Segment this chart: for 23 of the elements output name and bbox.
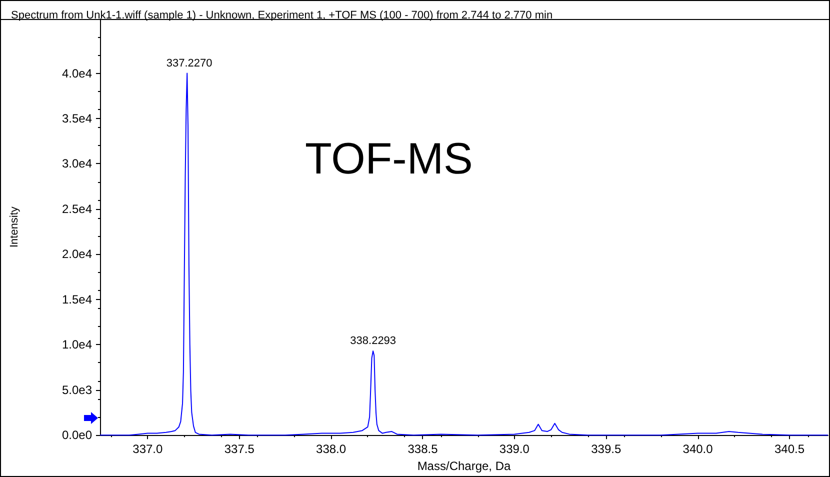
y-axis-title: Intensity [8, 206, 20, 248]
x-axis-title: Mass/Charge, Da [417, 459, 512, 473]
x-tick-label: 339.0 [499, 442, 530, 456]
x-tick-label: 338.5 [408, 442, 438, 456]
annotation: TOF-MS [305, 134, 473, 184]
x-tick-label: 339.5 [591, 442, 622, 456]
x-tick-label: 337.5 [224, 442, 255, 456]
y-tick-label: 0.0e0 [62, 428, 92, 442]
y-tick-label: 2.0e4 [62, 247, 92, 262]
y-tick-label: 4.0e4 [62, 66, 92, 80]
annotation: 338.2293 [350, 334, 396, 347]
y-tick-label: 2.5e4 [62, 202, 92, 216]
x-tick-label: 340.0 [682, 442, 714, 456]
y-tick-label: 5.0e3 [62, 382, 92, 397]
y-tick-label: 3.5e4 [62, 112, 92, 126]
annotation: 337.2270 [166, 57, 212, 70]
y-tick-label: 3.0e4 [62, 156, 92, 171]
y-tick-label: 1.5e4 [62, 292, 92, 306]
x-tick-label: 340.5 [774, 442, 805, 456]
chart-title: Spectrum from Unk1-1.wiff (sample 1) - Unknown, Experiment 1, +TOF MS (100 - 700) from 2.744 to 2.770 min [11, 10, 553, 22]
x-tick-label: 338.0 [316, 442, 346, 456]
y-tick-label: 1.0e4 [62, 338, 92, 352]
x-tick-label: 337.0 [132, 442, 164, 456]
